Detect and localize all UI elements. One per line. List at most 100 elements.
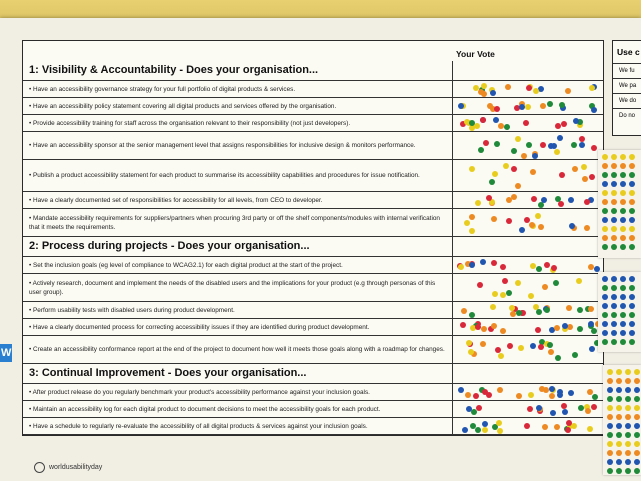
sticker-dot: [620, 163, 626, 169]
vote-sticker: [557, 391, 564, 398]
question-row: • Create an accessibility conformance re…: [23, 336, 603, 364]
vote-sticker: [482, 426, 489, 433]
your-vote-header: Your Vote: [456, 49, 495, 59]
vote-sticker: [539, 338, 546, 345]
vote-sticker: [537, 223, 544, 230]
vote-sticker: [547, 341, 554, 348]
vote-cell: [452, 160, 603, 191]
vote-sticker: [522, 120, 529, 127]
vote-sticker: [561, 403, 568, 410]
left-edge-mark: W: [0, 344, 12, 362]
vote-sticker: [547, 101, 554, 108]
vote-sticker: [481, 420, 488, 427]
vote-sticker: [457, 263, 464, 270]
vote-sticker: [502, 277, 509, 284]
vote-sticker: [584, 225, 591, 232]
vote-sticker: [548, 393, 555, 400]
sticker-dot: [611, 172, 617, 178]
sticker-dot: [616, 414, 622, 420]
vote-sticker: [566, 420, 573, 427]
vote-sticker: [535, 213, 542, 220]
sticker-dot: [607, 432, 613, 438]
sticker-dot: [625, 387, 631, 393]
sticker-dot: [602, 321, 608, 327]
question-row: • Mandate accessibility requirements for…: [23, 209, 603, 237]
vote-sticker: [479, 340, 486, 347]
vote-sticker: [514, 280, 521, 287]
sticker-dot: [634, 441, 640, 447]
sticker-dot: [620, 276, 626, 282]
sticker-dot: [629, 312, 635, 318]
vote-sticker: [544, 261, 550, 268]
vote-sticker: [464, 392, 471, 399]
side-row: We fu: [613, 63, 641, 78]
sticker-dot: [611, 339, 617, 345]
vote-cell: [452, 364, 603, 383]
sticker-dot: [607, 468, 613, 474]
vote-sticker: [465, 119, 472, 126]
sticker-dot: [602, 244, 608, 250]
sticker-dot: [602, 339, 608, 345]
vote-sticker: [532, 152, 539, 159]
vote-sticker: [481, 389, 488, 396]
vote-sticker: [481, 83, 488, 90]
vote-sticker: [555, 354, 562, 361]
sticker-dot: [620, 208, 626, 214]
sticker-dot: [625, 369, 631, 375]
vote-sticker: [529, 221, 536, 228]
sticker-dot: [629, 330, 635, 336]
vote-sticker: [457, 102, 464, 109]
vote-sticker: [542, 424, 549, 431]
vote-sticker: [506, 290, 513, 297]
sticker-dot: [602, 181, 608, 187]
sticker-dot: [625, 378, 631, 384]
vote-sticker: [499, 263, 506, 270]
vote-sticker: [552, 279, 559, 286]
sticker-dot: [616, 432, 622, 438]
vote-sticker: [516, 393, 523, 400]
vote-sticker: [491, 215, 498, 222]
sticker-sheet: [603, 365, 641, 475]
sticker-dot: [607, 387, 613, 393]
vote-sticker: [495, 347, 502, 354]
sticker-dot: [629, 199, 635, 205]
world-logo-icon: [34, 462, 45, 473]
vote-sticker: [549, 386, 556, 393]
vote-sticker: [457, 386, 464, 393]
vote-sticker: [547, 348, 554, 355]
vote-sticker: [468, 165, 475, 172]
vote-sticker: [513, 105, 520, 112]
vote-sticker: [534, 326, 541, 333]
vote-sticker: [542, 386, 549, 393]
vote-sticker: [587, 388, 594, 395]
vote-sticker: [511, 306, 518, 313]
question-text: • Have a schedule to regularly re-evalua…: [29, 422, 368, 430]
vote-sticker: [540, 103, 547, 110]
vote-sticker: [468, 311, 475, 318]
vote-sticker: [511, 148, 517, 155]
vote-sticker: [475, 199, 482, 206]
sticker-dot: [607, 450, 613, 456]
sticker-dot: [629, 190, 635, 196]
vote-sticker: [459, 322, 466, 329]
sticker-dot: [616, 378, 622, 384]
vote-sticker: [467, 349, 474, 356]
vote-sticker: [519, 309, 526, 316]
sticker-dot: [602, 312, 608, 318]
question-row: • Have an accessibility governance strat…: [23, 81, 603, 98]
vote-cell: [452, 401, 603, 417]
vote-sticker: [541, 284, 548, 291]
vote-sticker: [489, 179, 496, 186]
side-row: We pa: [613, 78, 641, 93]
footer-brand: worldusabilityday: [49, 464, 103, 471]
vote-sticker: [493, 140, 500, 147]
vote-cell: [452, 319, 603, 335]
vote-sticker: [556, 134, 563, 141]
sticker-dot: [620, 294, 626, 300]
side-title: Use c: [617, 47, 640, 57]
vote-sticker: [525, 84, 532, 91]
vote-sticker: [554, 325, 561, 332]
sticker-dot: [611, 154, 617, 160]
vote-sticker: [529, 169, 536, 176]
vote-sticker: [535, 266, 542, 273]
